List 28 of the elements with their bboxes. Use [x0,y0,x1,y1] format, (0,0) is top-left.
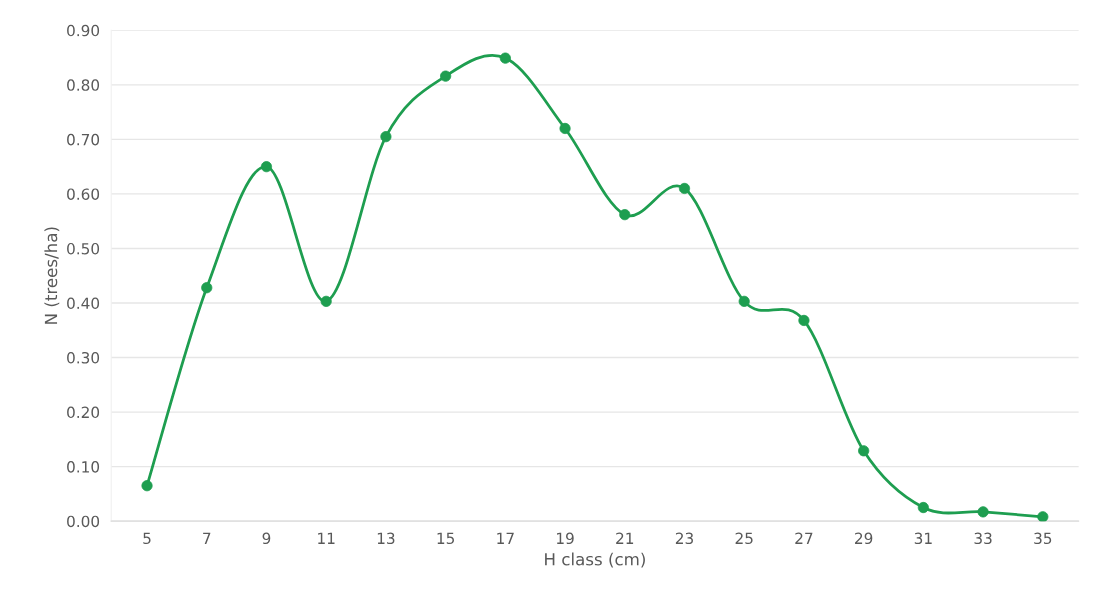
y-tick-label: 0.20 [67,406,100,419]
x-axis-title: H class (cm) [545,552,645,568]
y-axis-title: N (trees/ha) [44,227,60,324]
y-tick-label: 0.00 [67,515,100,528]
x-tick-label: 35 [1034,532,1052,545]
y-tick-label: 0.80 [67,79,100,91]
x-tick-label: 27 [795,532,813,544]
x-tick-label: 9 [262,532,271,545]
y-tick-label: 0.70 [67,133,100,146]
y-tick-label: 0.10 [67,461,100,473]
x-tick-label: 31 [914,532,932,545]
x-tick-label: 25 [735,532,753,545]
x-tick-label: 7 [203,532,211,544]
y-tick-label: 0.40 [67,297,100,310]
y-tick-label: 0.60 [67,188,100,200]
x-tick-label: 5 [143,532,151,545]
x-tick-label: 29 [855,532,873,545]
x-tick-label: 33 [974,532,992,545]
x-tick-label: 11 [318,532,335,544]
x-tick-label: 21 [616,532,634,544]
x-tick-label: 19 [557,532,574,545]
y-tick-label: 0.30 [67,352,100,364]
y-tick-label: 0.90 [67,24,100,37]
x-tick-label: 23 [675,532,693,545]
x-tick-label: 17 [497,532,514,544]
x-tick-label: 13 [377,532,395,545]
y-tick-label: 0.50 [67,242,100,255]
x-tick-label: 15 [437,532,455,545]
